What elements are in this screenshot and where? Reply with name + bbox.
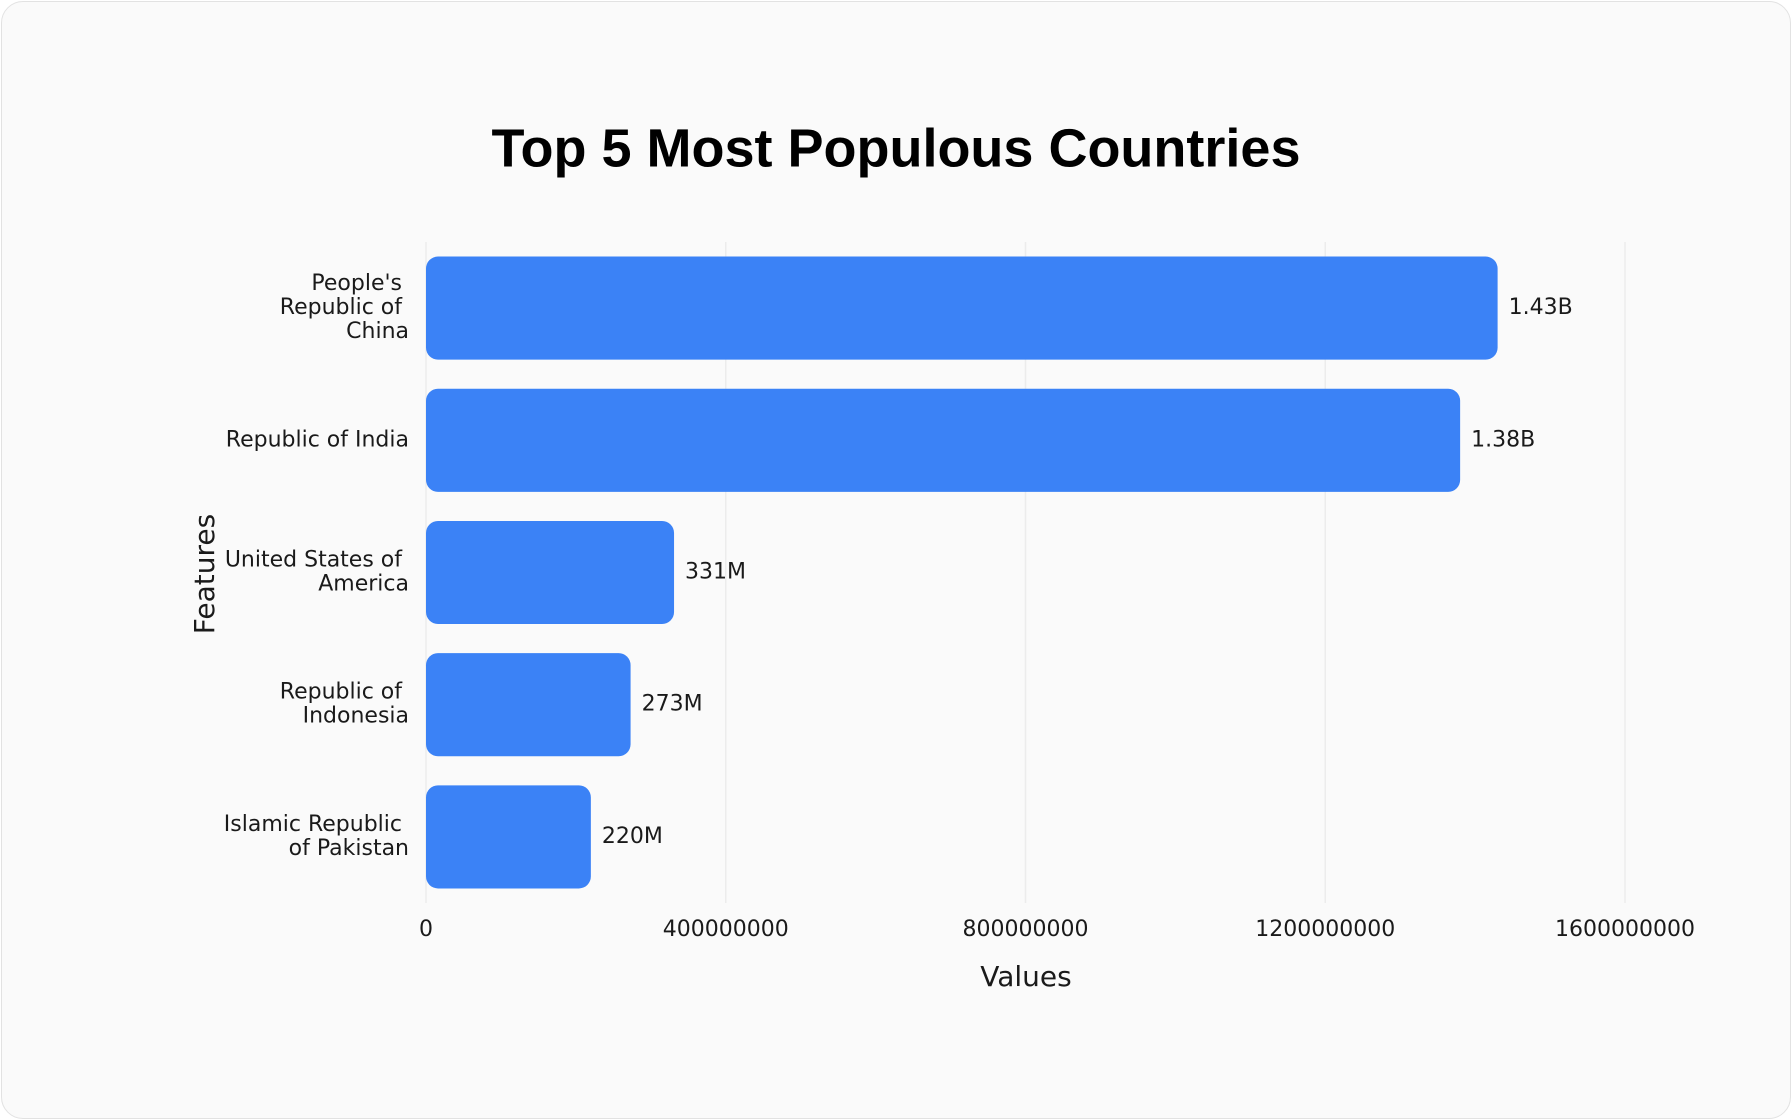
bar <box>426 388 1461 492</box>
x-axis-title: Values <box>980 960 1071 993</box>
value-label: 331M <box>685 560 746 585</box>
y-axis-title: Features <box>188 514 221 634</box>
value-label: 220M <box>602 824 663 849</box>
x-tick-label: 400000000 <box>663 917 789 942</box>
value-label: 1.38B <box>1471 427 1535 452</box>
value-label: 273M <box>642 692 703 717</box>
x-tick-label: 1200000000 <box>1255 917 1395 942</box>
bar <box>426 653 631 757</box>
x-tick-label: 0 <box>419 917 433 942</box>
x-tick-label: 800000000 <box>963 917 1089 942</box>
bar <box>426 256 1498 360</box>
chart-title: Top 5 Most Populous Countries <box>492 118 1301 178</box>
bar <box>426 785 591 889</box>
y-tick-label: Republic of India <box>226 427 409 452</box>
y-tick-label: United States of America <box>225 548 409 597</box>
x-tick-label: 1600000000 <box>1555 917 1695 942</box>
y-tick-label: Islamic Republic of Pakistan <box>224 812 409 861</box>
value-label: 1.43B <box>1509 295 1573 320</box>
y-tick-label: Republic of Indonesia <box>280 680 409 729</box>
y-tick-label: People's Republic of China <box>280 271 409 344</box>
bar <box>426 520 675 625</box>
